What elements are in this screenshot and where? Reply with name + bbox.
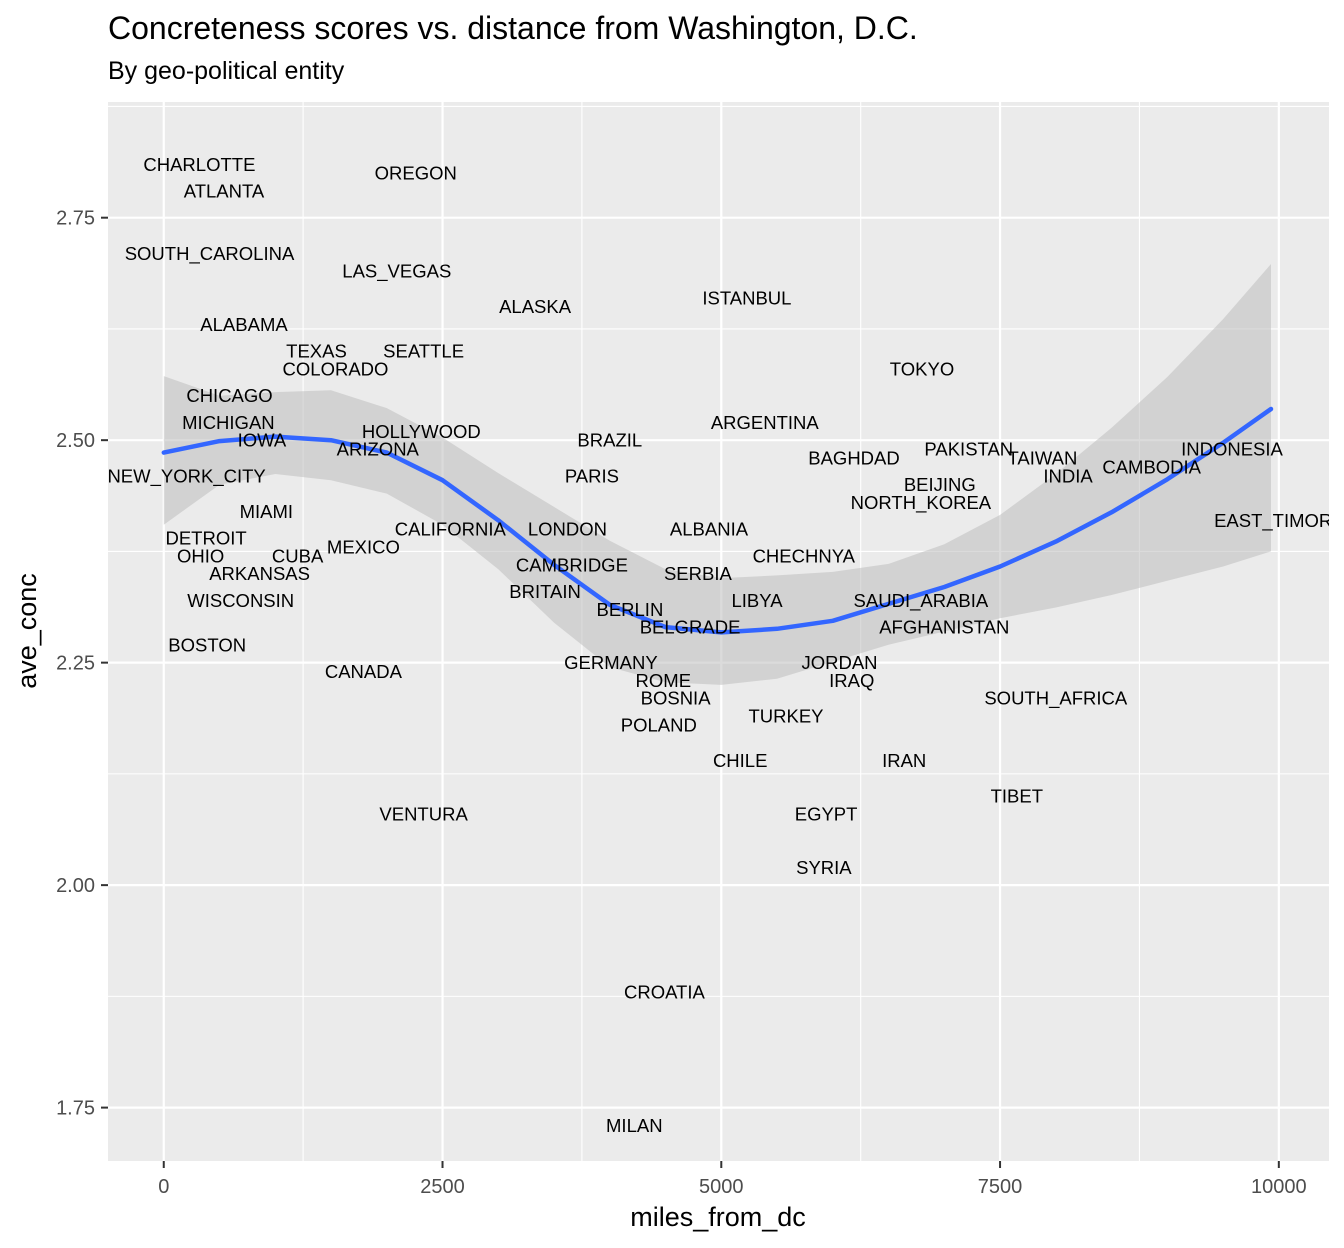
x-tick-label: 2500 [420,1176,465,1198]
point-label: SOUTH_AFRICA [984,688,1128,710]
point-label: COLORADO [283,359,389,380]
point-label: DETROIT [165,528,246,549]
point-label: TIBET [991,786,1043,807]
point-label: HOLLYWOOD [362,421,481,442]
y-tick-label: 2.75 [56,208,95,230]
y-tick-label: 2.25 [56,653,95,675]
point-label: CAMBRIDGE [516,554,628,575]
point-label: ALASKA [499,296,572,317]
point-label: BELGRADE [640,617,741,638]
y-axis-title: ave_conc [12,573,42,689]
point-label: SERBIA [664,563,733,584]
axes-layer: 0 2500 5000 7500 10000 1.75 2.00 2.25 2.50 2.75 [56,208,1307,1198]
point-label: CHICAGO [186,385,272,406]
x-tick-label: 7500 [978,1176,1023,1198]
point-label: AFGHANISTAN [879,617,1009,638]
point-label: ARKANSAS [209,563,310,584]
chart-title: Concreteness scores vs. distance from Wa… [108,10,918,46]
point-label-layer: CHARLOTTE ATLANTA OREGON SOUTH_CAROLINA LAS_… [107,154,1332,1136]
point-label: ATLANTA [184,181,265,202]
point-label: WISCONSIN [187,590,294,611]
point-label: NEW_YORK_CITY [107,465,265,487]
point-label: BOSTON [168,634,246,655]
point-label: IRAN [882,750,926,771]
point-label: CHILE [713,750,768,771]
point-label: LIBYA [731,590,783,611]
point-label: MILAN [606,1115,663,1136]
point-label: OHIO [177,545,224,566]
y-tick-label: 1.75 [56,1098,95,1120]
point-label: BOSNIA [641,688,712,709]
point-label: MIAMI [240,501,293,522]
point-label: PAKISTAN [924,439,1013,460]
point-label: BRITAIN [509,581,581,602]
point-label: ISTANBUL [702,287,791,308]
smooth-line-layer [161,406,1274,635]
point-label: EAST_TIMOR [1214,510,1332,532]
point-label: NORTH_KOREA [851,492,992,514]
point-label: TEXAS [286,341,347,362]
point-label: TURKEY [748,706,823,727]
point-label: CUBA [272,545,324,566]
point-label: CANADA [325,661,403,682]
point-label: SAUDI_ARABIA [854,590,989,612]
point-label: TOKYO [890,359,954,380]
point-label: SYRIA [796,857,852,878]
x-tick-label: 5000 [699,1176,744,1198]
point-label: ALBANIA [670,519,749,540]
point-label: CALIFORNIA [395,519,507,540]
point-label: VENTURA [379,803,468,824]
point-label: BERLIN [596,599,663,620]
point-label: CAMBODIA [1102,456,1201,477]
point-label: ALABAMA [200,314,288,335]
point-label: ARGENTINA [711,412,820,433]
point-label: ROME [636,670,692,691]
point-label: EGYPT [795,803,858,824]
point-label: LONDON [528,519,607,540]
point-label: SOUTH_CAROLINA [125,243,295,265]
point-label: MEXICO [327,537,400,558]
point-label: SEATTLE [383,341,464,362]
point-label: IRAQ [829,670,874,691]
x-tick-label: 10000 [1251,1176,1307,1198]
point-label: INDONESIA [1181,439,1283,460]
point-label: JORDAN [801,652,877,673]
point-label: IOWA [238,430,287,451]
point-label: LAS_VEGAS [342,261,451,283]
point-label: PARIS [565,465,619,486]
point-label: OREGON [375,163,457,184]
point-label: TAIWAN [1007,448,1077,469]
confidence-ribbon-layer [163,264,1271,685]
y-tick-label: 2.00 [56,875,95,897]
point-label: CHARLOTTE [143,154,255,175]
point-label: BRAZIL [577,430,642,451]
point-label: CHECHNYA [753,545,856,566]
point-label: BAGHDAD [808,448,900,469]
x-axis-title: miles_from_dc [630,1202,806,1232]
x-tick-label: 0 [158,1176,169,1198]
point-label: MICHIGAN [182,412,275,433]
point-label: BEIJING [904,474,976,495]
confidence-ribbon [163,264,1271,685]
point-label: INDIA [1043,465,1093,486]
chart-subtitle: By geo-political entity [108,57,345,85]
point-label: GERMANY [564,652,658,673]
point-label: CROATIA [624,981,706,1002]
smooth-trend-line [161,406,1274,635]
y-tick-label: 2.50 [56,430,95,452]
point-label: ARIZONA [337,439,420,460]
point-label: POLAND [621,714,697,735]
